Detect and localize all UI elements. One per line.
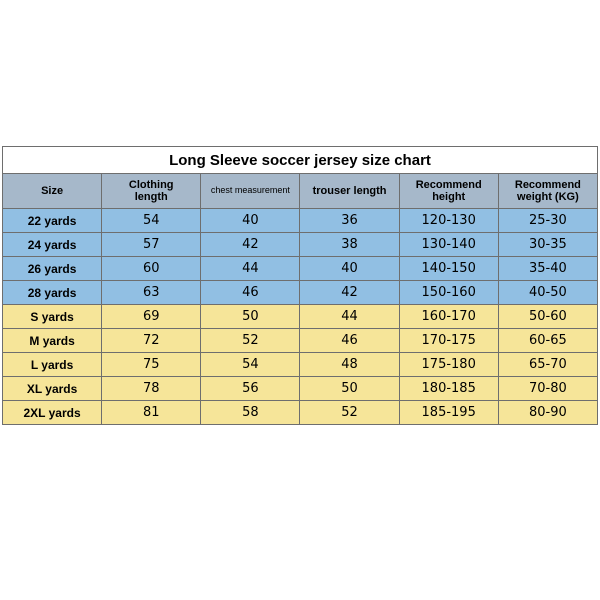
value-cell: 54 <box>102 209 201 233</box>
value-cell: 50 <box>201 305 300 329</box>
value-cell: 40 <box>300 257 399 281</box>
value-cell: 36 <box>300 209 399 233</box>
table-row: L yards755448175-18065-70 <box>3 353 598 377</box>
value-cell: 60-65 <box>498 329 597 353</box>
size-chart-table: Long Sleeve soccer jersey size chart Siz… <box>2 146 598 425</box>
value-cell: 46 <box>201 281 300 305</box>
value-cell: 52 <box>300 401 399 425</box>
value-cell: 160-170 <box>399 305 498 329</box>
value-cell: 63 <box>102 281 201 305</box>
value-cell: 25-30 <box>498 209 597 233</box>
value-cell: 40 <box>201 209 300 233</box>
size-cell: L yards <box>3 353 102 377</box>
value-cell: 78 <box>102 377 201 401</box>
table-row: M yards725246170-17560-65 <box>3 329 598 353</box>
col-header: Clothinglength <box>102 174 201 209</box>
size-cell: 28 yards <box>3 281 102 305</box>
size-cell: 22 yards <box>3 209 102 233</box>
value-cell: 52 <box>201 329 300 353</box>
col-header: chest measurement <box>201 174 300 209</box>
chart-title: Long Sleeve soccer jersey size chart <box>3 147 598 174</box>
value-cell: 35-40 <box>498 257 597 281</box>
value-cell: 130-140 <box>399 233 498 257</box>
size-cell: M yards <box>3 329 102 353</box>
value-cell: 80-90 <box>498 401 597 425</box>
value-cell: 175-180 <box>399 353 498 377</box>
value-cell: 44 <box>201 257 300 281</box>
col-header: Recommend weight (KG) <box>498 174 597 209</box>
size-cell: S yards <box>3 305 102 329</box>
title-row: Long Sleeve soccer jersey size chart <box>3 147 598 174</box>
value-cell: 50 <box>300 377 399 401</box>
table-body: 22 yards544036120-13025-3024 yards574238… <box>3 209 598 425</box>
value-cell: 58 <box>201 401 300 425</box>
table-row: 26 yards604440140-15035-40 <box>3 257 598 281</box>
value-cell: 185-195 <box>399 401 498 425</box>
table-row: XL yards785650180-18570-80 <box>3 377 598 401</box>
table-row: 22 yards544036120-13025-30 <box>3 209 598 233</box>
value-cell: 40-50 <box>498 281 597 305</box>
value-cell: 70-80 <box>498 377 597 401</box>
size-cell: 2XL yards <box>3 401 102 425</box>
value-cell: 38 <box>300 233 399 257</box>
value-cell: 50-60 <box>498 305 597 329</box>
col-header: trouser length <box>300 174 399 209</box>
value-cell: 81 <box>102 401 201 425</box>
size-cell: XL yards <box>3 377 102 401</box>
value-cell: 120-130 <box>399 209 498 233</box>
value-cell: 180-185 <box>399 377 498 401</box>
value-cell: 72 <box>102 329 201 353</box>
value-cell: 69 <box>102 305 201 329</box>
header-row: SizeClothinglengthchest measurementtrous… <box>3 174 598 209</box>
col-header: Size <box>3 174 102 209</box>
value-cell: 54 <box>201 353 300 377</box>
size-cell: 24 yards <box>3 233 102 257</box>
table-row: 2XL yards815852185-19580-90 <box>3 401 598 425</box>
value-cell: 60 <box>102 257 201 281</box>
value-cell: 140-150 <box>399 257 498 281</box>
value-cell: 57 <box>102 233 201 257</box>
size-cell: 26 yards <box>3 257 102 281</box>
value-cell: 170-175 <box>399 329 498 353</box>
value-cell: 65-70 <box>498 353 597 377</box>
table-row: 28 yards634642150-16040-50 <box>3 281 598 305</box>
size-chart-container: Long Sleeve soccer jersey size chart Siz… <box>2 146 598 425</box>
value-cell: 56 <box>201 377 300 401</box>
value-cell: 44 <box>300 305 399 329</box>
value-cell: 150-160 <box>399 281 498 305</box>
value-cell: 75 <box>102 353 201 377</box>
table-row: 24 yards574238130-14030-35 <box>3 233 598 257</box>
value-cell: 30-35 <box>498 233 597 257</box>
value-cell: 46 <box>300 329 399 353</box>
value-cell: 48 <box>300 353 399 377</box>
value-cell: 42 <box>201 233 300 257</box>
value-cell: 42 <box>300 281 399 305</box>
table-row: S yards695044160-17050-60 <box>3 305 598 329</box>
col-header: Recommendheight <box>399 174 498 209</box>
